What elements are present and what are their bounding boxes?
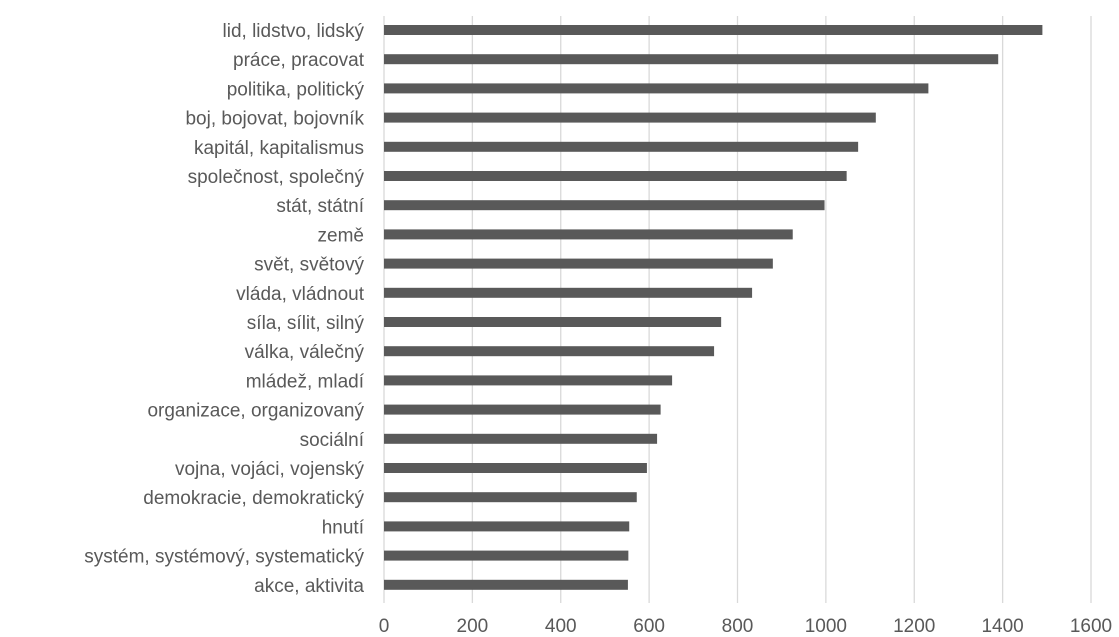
category-label: akce, aktivita xyxy=(254,576,364,597)
bar xyxy=(384,463,647,473)
bar xyxy=(384,521,630,532)
bar xyxy=(384,433,658,444)
bar xyxy=(384,54,999,65)
bar xyxy=(384,171,847,181)
category-label: kapitál, kapitalismus xyxy=(194,138,364,159)
x-tick-label: 200 xyxy=(457,616,489,637)
category-label: svět, světový xyxy=(254,255,364,276)
category-label: válka, válečný xyxy=(245,342,365,363)
category-label: lid, lidstvo, lidský xyxy=(223,21,365,42)
category-label: politika, politický xyxy=(227,79,365,100)
category-label: stát, státní xyxy=(276,196,364,217)
category-label: společnost, společný xyxy=(188,167,365,188)
grid-layer xyxy=(383,16,1092,603)
category-label: mládež, mladí xyxy=(246,371,365,392)
bar xyxy=(384,25,1043,35)
bar xyxy=(384,258,773,269)
category-label: organizace, organizovaný xyxy=(147,401,364,422)
x-tick-label: 1400 xyxy=(981,616,1023,637)
category-label: vojna, vojáci, vojenský xyxy=(175,459,365,480)
category-label: síla, sílit, silný xyxy=(247,313,365,334)
bar xyxy=(384,346,715,357)
x-tick-label: 1000 xyxy=(805,616,847,637)
bar xyxy=(384,317,722,327)
x-axis-tick-labels: 0 200 400 600 800 1000 1200 1400 1600 xyxy=(379,616,1112,637)
bar xyxy=(384,404,661,415)
bar xyxy=(384,112,876,123)
bar xyxy=(384,375,673,386)
category-label: demokracie, demokratický xyxy=(143,488,364,509)
category-label: sociální xyxy=(300,430,365,451)
x-tick-label: 1600 xyxy=(1070,616,1112,637)
category-label: práce, pracovat xyxy=(233,50,365,71)
category-label: země xyxy=(318,225,364,246)
x-tick-label: 400 xyxy=(545,616,577,637)
bar xyxy=(384,287,753,298)
x-tick-label: 0 xyxy=(379,616,390,637)
bar xyxy=(384,550,629,561)
category-labels: lid, lidstvo, lidský práce, pracovat polit… xyxy=(84,21,365,597)
x-tick-label: 1200 xyxy=(893,616,935,637)
bar xyxy=(384,492,637,503)
category-label: vláda, vládnout xyxy=(236,284,365,305)
category-label: hnutí xyxy=(322,517,365,538)
bar xyxy=(384,579,628,590)
bar-layer xyxy=(384,25,1043,590)
bar xyxy=(384,200,825,211)
bar xyxy=(384,229,793,240)
bar xyxy=(384,83,929,94)
category-label: systém, systémový, systematický xyxy=(84,547,364,568)
x-tick-label: 600 xyxy=(633,616,665,637)
category-label: boj, bojovat, bojovník xyxy=(185,109,364,130)
bar xyxy=(384,141,859,152)
x-tick-label: 800 xyxy=(722,616,754,637)
